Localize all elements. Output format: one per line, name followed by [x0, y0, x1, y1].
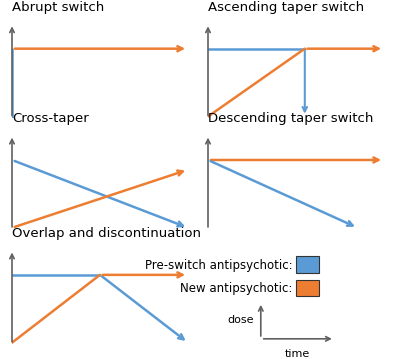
Text: Cross-taper: Cross-taper	[12, 112, 89, 125]
Text: Abrupt switch: Abrupt switch	[12, 1, 104, 14]
Text: Descending taper switch: Descending taper switch	[208, 112, 373, 125]
Bar	[296, 256, 319, 273]
Text: Pre-switch antipsychotic:: Pre-switch antipsychotic:	[145, 258, 292, 272]
Text: time: time	[285, 349, 310, 359]
Bar	[296, 280, 319, 296]
Text: Overlap and discontinuation: Overlap and discontinuation	[12, 227, 201, 240]
Text: New antipsychotic:: New antipsychotic:	[180, 282, 292, 295]
Text: dose: dose	[227, 316, 254, 325]
Text: Ascending taper switch: Ascending taper switch	[208, 1, 364, 14]
